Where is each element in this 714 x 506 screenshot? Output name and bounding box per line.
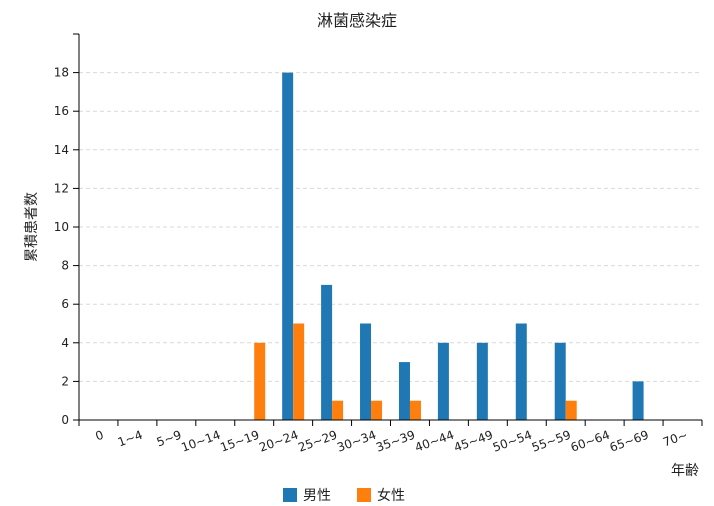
bar-female-55~59 — [565, 400, 577, 420]
bar-male-30~34 — [360, 323, 372, 420]
bar-male-25~29 — [321, 284, 333, 420]
bar-male-20~24 — [282, 72, 294, 420]
bar-male-55~59 — [554, 342, 566, 420]
x-tick-label: 65~69 — [608, 428, 651, 455]
x-tick-label: 20~24 — [257, 428, 300, 455]
y-tick-label: 12 — [54, 181, 69, 195]
legend-label: 男性 — [303, 488, 331, 504]
bars — [254, 72, 644, 420]
bar-female-35~39 — [409, 400, 421, 420]
x-tick-label: 10~14 — [179, 428, 222, 455]
x-tick-label: 50~54 — [491, 428, 534, 455]
legend-swatch — [357, 488, 371, 502]
x-axis-title: 年齢 — [671, 463, 699, 479]
y-tick-label: 18 — [54, 66, 69, 80]
x-tick-label: 60~64 — [569, 428, 612, 455]
x-tick-label: 25~29 — [296, 428, 339, 455]
y-tick-label: 8 — [61, 259, 69, 273]
x-tick-label: 1~4 — [116, 428, 145, 450]
x-tick-label: 15~19 — [218, 428, 261, 455]
gridlines — [79, 72, 702, 382]
x-tick-label: 40~44 — [413, 428, 456, 455]
bar-male-50~54 — [515, 323, 527, 420]
bar-female-20~24 — [293, 323, 305, 420]
bar-female-15~19 — [254, 342, 266, 420]
legend-swatch — [283, 488, 297, 502]
bar-female-25~29 — [332, 400, 344, 420]
bar-male-40~44 — [437, 342, 449, 420]
y-tick-label: 6 — [61, 297, 69, 311]
x-tick-label: 5~9 — [155, 428, 184, 450]
legend: 男性 女性 — [283, 487, 405, 504]
legend-label: 女性 — [377, 487, 405, 504]
y-tick-label: 10 — [54, 220, 69, 234]
x-tick-label: 45~49 — [452, 428, 495, 455]
bar-male-45~49 — [476, 342, 488, 420]
x-ticks: 0 1~4 5~910~1415~1920~2425~2930~3435~3940~… — [78, 420, 703, 455]
x-tick-label: 35~39 — [374, 428, 417, 455]
y-ticks: 0 2 4 6 8 10 12 14 16 18 — [54, 33, 79, 427]
x-tick-label: 55~59 — [530, 428, 573, 455]
y-tick-label: 2 — [61, 374, 69, 388]
bar-male-35~39 — [398, 362, 410, 420]
bar-female-30~34 — [371, 400, 383, 420]
y-axis-title: 累積患者数 — [24, 192, 40, 262]
x-tick-label: 70~ — [661, 428, 690, 450]
y-tick-label: 14 — [54, 143, 69, 157]
y-tick-label: 16 — [54, 104, 69, 118]
chart-title: 淋菌感染症 — [317, 11, 397, 30]
x-tick-label: 30~34 — [335, 428, 378, 455]
bar-male-65~69 — [632, 381, 644, 420]
y-tick-label: 0 — [61, 413, 69, 427]
y-tick-label: 4 — [61, 336, 69, 350]
x-tick-label: 0 — [94, 428, 106, 444]
